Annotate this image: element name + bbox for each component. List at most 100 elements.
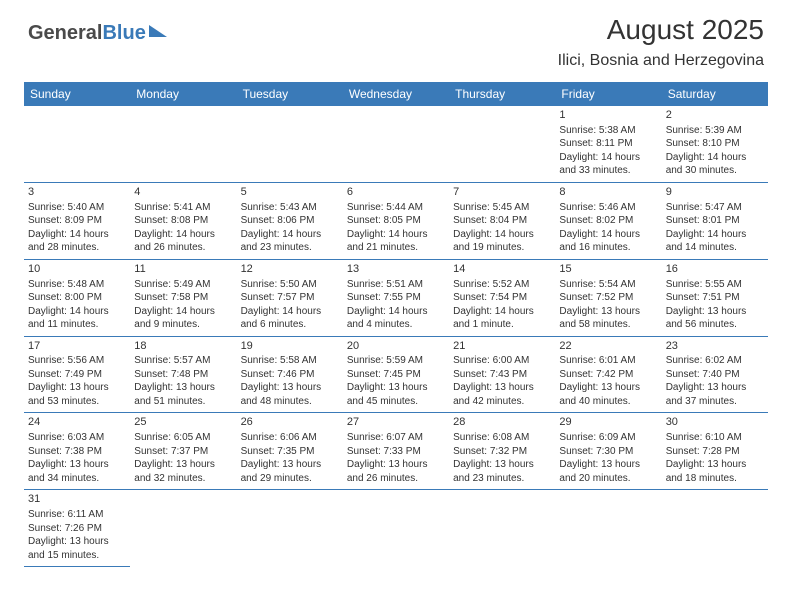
day-line: Daylight: 14 hours xyxy=(453,305,551,319)
day-line: Sunset: 8:08 PM xyxy=(134,214,232,228)
day-line: Sunset: 8:09 PM xyxy=(28,214,126,228)
day-line: Daylight: 13 hours xyxy=(559,381,657,395)
calendar-day: 26Sunrise: 6:06 AMSunset: 7:35 PMDayligh… xyxy=(237,413,343,490)
day-line: Sunset: 7:55 PM xyxy=(347,291,445,305)
day-number: 19 xyxy=(241,339,339,354)
day-line: and 30 minutes. xyxy=(666,164,764,178)
day-number: 22 xyxy=(559,339,657,354)
day-line: Sunrise: 5:50 AM xyxy=(241,278,339,292)
day-line: Daylight: 13 hours xyxy=(453,458,551,472)
day-line: and 34 minutes. xyxy=(28,472,126,486)
calendar-day-empty xyxy=(237,106,343,182)
day-line: Sunrise: 5:43 AM xyxy=(241,201,339,215)
calendar-day: 10Sunrise: 5:48 AMSunset: 8:00 PMDayligh… xyxy=(24,259,130,336)
day-line: and 6 minutes. xyxy=(241,318,339,332)
day-line: Daylight: 13 hours xyxy=(347,381,445,395)
day-line: and 33 minutes. xyxy=(559,164,657,178)
day-line: Sunrise: 5:40 AM xyxy=(28,201,126,215)
calendar-day: 21Sunrise: 6:00 AMSunset: 7:43 PMDayligh… xyxy=(449,336,555,413)
calendar-day-empty xyxy=(343,490,449,567)
day-line: Sunrise: 6:06 AM xyxy=(241,431,339,445)
calendar-day: 23Sunrise: 6:02 AMSunset: 7:40 PMDayligh… xyxy=(662,336,768,413)
calendar-day: 1Sunrise: 5:38 AMSunset: 8:11 PMDaylight… xyxy=(555,106,661,182)
day-line: Daylight: 14 hours xyxy=(241,228,339,242)
day-line: Sunrise: 5:39 AM xyxy=(666,124,764,138)
day-line: Daylight: 14 hours xyxy=(453,228,551,242)
day-line: Sunrise: 6:02 AM xyxy=(666,354,764,368)
day-line: Sunset: 7:28 PM xyxy=(666,445,764,459)
day-number: 29 xyxy=(559,415,657,430)
day-line: Daylight: 14 hours xyxy=(666,228,764,242)
day-number: 25 xyxy=(134,415,232,430)
day-line: Sunrise: 5:52 AM xyxy=(453,278,551,292)
day-line: and 45 minutes. xyxy=(347,395,445,409)
day-line: Daylight: 13 hours xyxy=(241,381,339,395)
calendar-day: 28Sunrise: 6:08 AMSunset: 7:32 PMDayligh… xyxy=(449,413,555,490)
day-number: 31 xyxy=(28,492,126,507)
calendar-body: 1Sunrise: 5:38 AMSunset: 8:11 PMDaylight… xyxy=(24,106,768,567)
day-line: Daylight: 13 hours xyxy=(241,458,339,472)
day-line: and 56 minutes. xyxy=(666,318,764,332)
day-line: Sunset: 7:52 PM xyxy=(559,291,657,305)
weekday-row: SundayMondayTuesdayWednesdayThursdayFrid… xyxy=(24,82,768,106)
day-line: Sunset: 7:54 PM xyxy=(453,291,551,305)
day-line: Sunrise: 5:47 AM xyxy=(666,201,764,215)
calendar-day: 9Sunrise: 5:47 AMSunset: 8:01 PMDaylight… xyxy=(662,182,768,259)
day-line: Sunset: 8:10 PM xyxy=(666,137,764,151)
day-line: and 29 minutes. xyxy=(241,472,339,486)
day-line: Sunrise: 6:03 AM xyxy=(28,431,126,445)
calendar-day: 25Sunrise: 6:05 AMSunset: 7:37 PMDayligh… xyxy=(130,413,236,490)
day-line: Sunrise: 6:09 AM xyxy=(559,431,657,445)
calendar-week: 10Sunrise: 5:48 AMSunset: 8:00 PMDayligh… xyxy=(24,259,768,336)
calendar-day: 30Sunrise: 6:10 AMSunset: 7:28 PMDayligh… xyxy=(662,413,768,490)
day-line: Sunrise: 5:38 AM xyxy=(559,124,657,138)
day-line: and 58 minutes. xyxy=(559,318,657,332)
day-line: and 26 minutes. xyxy=(347,472,445,486)
day-line: and 18 minutes. xyxy=(666,472,764,486)
day-number: 7 xyxy=(453,185,551,200)
day-line: and 26 minutes. xyxy=(134,241,232,255)
day-number: 17 xyxy=(28,339,126,354)
calendar-day-empty xyxy=(449,490,555,567)
day-line: Sunset: 7:40 PM xyxy=(666,368,764,382)
day-line: Sunset: 8:01 PM xyxy=(666,214,764,228)
calendar-day: 27Sunrise: 6:07 AMSunset: 7:33 PMDayligh… xyxy=(343,413,449,490)
page-title: August 2025 xyxy=(607,14,764,46)
calendar-day: 14Sunrise: 5:52 AMSunset: 7:54 PMDayligh… xyxy=(449,259,555,336)
day-line: Sunset: 7:57 PM xyxy=(241,291,339,305)
day-line: Daylight: 13 hours xyxy=(134,381,232,395)
logo-triangle-icon xyxy=(149,25,167,37)
day-line: Daylight: 14 hours xyxy=(28,305,126,319)
day-line: Sunrise: 5:45 AM xyxy=(453,201,551,215)
day-line: and 37 minutes. xyxy=(666,395,764,409)
day-line: and 4 minutes. xyxy=(347,318,445,332)
day-line: and 42 minutes. xyxy=(453,395,551,409)
day-number: 24 xyxy=(28,415,126,430)
logo-text-1: General xyxy=(28,22,102,44)
day-line: Sunset: 7:42 PM xyxy=(559,368,657,382)
day-number: 26 xyxy=(241,415,339,430)
day-number: 20 xyxy=(347,339,445,354)
day-line: Daylight: 13 hours xyxy=(453,381,551,395)
day-line: Daylight: 14 hours xyxy=(559,151,657,165)
day-line: Sunrise: 5:46 AM xyxy=(559,201,657,215)
day-line: Sunset: 7:35 PM xyxy=(241,445,339,459)
calendar-week: 3Sunrise: 5:40 AMSunset: 8:09 PMDaylight… xyxy=(24,182,768,259)
calendar-day: 8Sunrise: 5:46 AMSunset: 8:02 PMDaylight… xyxy=(555,182,661,259)
day-number: 11 xyxy=(134,262,232,277)
calendar-day: 29Sunrise: 6:09 AMSunset: 7:30 PMDayligh… xyxy=(555,413,661,490)
day-line: and 28 minutes. xyxy=(28,241,126,255)
location-label: Ilici, Bosnia and Herzegovina xyxy=(558,52,764,70)
day-line: Daylight: 14 hours xyxy=(559,228,657,242)
day-number: 13 xyxy=(347,262,445,277)
day-number: 10 xyxy=(28,262,126,277)
weekday-header: Sunday xyxy=(24,82,130,106)
day-line: Daylight: 14 hours xyxy=(347,228,445,242)
day-line: and 53 minutes. xyxy=(28,395,126,409)
day-number: 2 xyxy=(666,108,764,123)
calendar-day: 5Sunrise: 5:43 AMSunset: 8:06 PMDaylight… xyxy=(237,182,343,259)
day-line: and 21 minutes. xyxy=(347,241,445,255)
day-number: 30 xyxy=(666,415,764,430)
day-line: Daylight: 13 hours xyxy=(559,305,657,319)
weekday-header: Monday xyxy=(130,82,236,106)
